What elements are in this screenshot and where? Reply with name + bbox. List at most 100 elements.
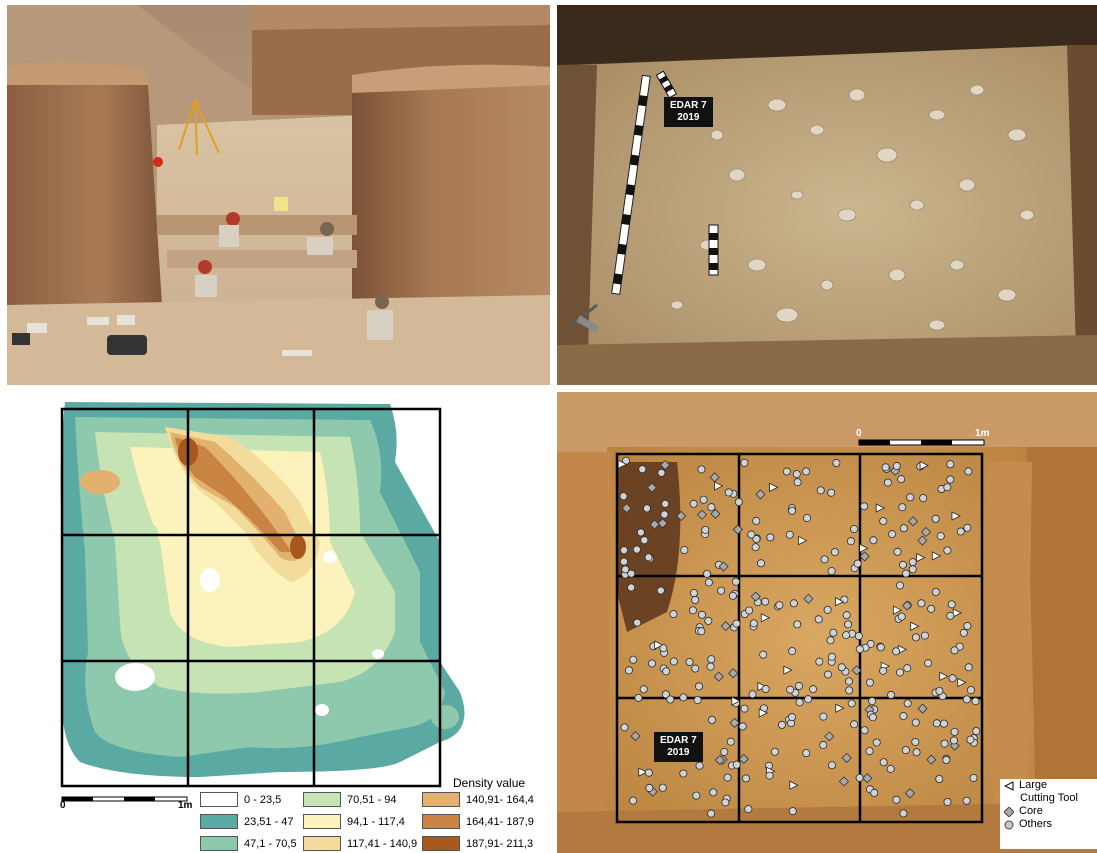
other-artifact-marker: [640, 536, 649, 545]
large-cutting-tool-marker: [939, 671, 949, 682]
other-artifact-marker: [660, 510, 669, 519]
core-marker: [851, 665, 862, 676]
other-artifact-marker: [761, 597, 770, 606]
other-artifact-marker: [748, 690, 757, 699]
core-marker: [920, 526, 932, 538]
other-artifact-marker: [950, 646, 959, 655]
excavation-surface-photo: EDAR 7 2019: [557, 5, 1097, 385]
other-artifact-marker: [679, 693, 688, 702]
artifact-plot-photo: 0 1m EDAR 7 2019: [557, 392, 1097, 853]
other-artifact-marker: [850, 720, 859, 729]
large-cutting-tool-marker: [758, 708, 769, 718]
other-artifact-marker: [847, 699, 856, 708]
other-artifact-marker: [720, 747, 729, 756]
artifact-legend: Large Cutting Tool Core Others: [1000, 779, 1097, 849]
core-marker: [660, 459, 671, 471]
other-artifact-marker: [629, 796, 638, 805]
other-artifact-marker: [788, 713, 797, 722]
other-artifact-marker: [935, 774, 944, 783]
legend-swatch: [422, 836, 460, 851]
core-marker: [904, 788, 916, 799]
other-artifact-marker: [786, 685, 795, 694]
other-artifact-marker: [908, 558, 917, 567]
legend-swatch: [303, 792, 341, 807]
other-artifact-marker: [966, 686, 975, 695]
other-artifact-marker: [901, 746, 910, 755]
other-artifact-marker: [830, 548, 839, 557]
density-class-3: [260, 710, 300, 734]
other-artifact-marker: [691, 595, 700, 604]
other-artifact-marker: [865, 678, 874, 687]
other-artifact-marker: [888, 530, 897, 539]
other-artifact-marker: [740, 704, 749, 713]
other-artifact-marker: [627, 569, 636, 578]
large-cutting-tool-marker: [919, 460, 929, 471]
legend-label: 0 - 23,5: [244, 793, 282, 806]
other-artifact-marker: [854, 632, 863, 641]
other-artifact-marker: [832, 459, 841, 468]
other-artifact-marker: [693, 696, 702, 705]
other-artifact-marker: [936, 532, 945, 541]
density-legend-item: 117,41 - 140,9: [303, 835, 417, 852]
other-artifact-marker: [731, 577, 740, 586]
other-artifact-marker: [883, 478, 892, 487]
other-artifact-marker: [669, 657, 678, 666]
artifact-scale-zero: 0: [856, 428, 862, 439]
other-artifact-marker: [741, 774, 750, 783]
diamond-icon: [1004, 806, 1014, 817]
large-cutting-tool-marker: [714, 481, 724, 491]
density-legend-title: Density value: [453, 776, 526, 790]
core-marker: [710, 508, 721, 519]
other-artifact-marker: [892, 647, 901, 656]
other-artifact-marker: [946, 611, 955, 620]
other-artifact-marker: [709, 788, 718, 797]
large-cutting-tool-marker: [789, 780, 799, 790]
other-artifact-marker: [919, 494, 928, 503]
legend-label: 164,41- 187,9: [466, 815, 534, 828]
other-artifact-marker: [704, 616, 713, 625]
other-artifact-marker: [971, 697, 980, 706]
other-artifact-marker: [956, 527, 965, 536]
other-artifact-marker: [860, 502, 869, 511]
density-class-1: [115, 663, 155, 691]
other-artifact-marker: [959, 628, 968, 637]
core-marker: [824, 731, 835, 742]
large-cutting-tool-marker: [835, 703, 845, 713]
density-class-1: [323, 551, 337, 563]
other-artifact-marker: [656, 586, 665, 595]
other-artifact-marker: [699, 495, 708, 504]
core-marker: [676, 510, 687, 521]
other-artifact-marker: [845, 677, 854, 686]
legend-label: 70,51 - 94: [347, 793, 397, 806]
other-artifact-marker: [902, 569, 911, 578]
other-artifact-marker: [897, 475, 906, 484]
other-artifact-marker: [896, 668, 905, 677]
other-artifact-marker: [644, 768, 653, 777]
other-artifact-marker: [850, 524, 859, 533]
other-artifact-marker: [860, 726, 869, 735]
artifact-scale-end: 1m: [975, 428, 990, 439]
other-artifact-marker: [691, 664, 700, 673]
other-artifact-marker: [669, 610, 678, 619]
other-artifact-marker: [644, 553, 653, 562]
other-artifact-marker: [804, 695, 813, 704]
large-cutting-tool-marker: [910, 621, 920, 631]
core-marker: [720, 620, 731, 632]
legend-swatch: [200, 792, 238, 807]
other-artifact-marker: [679, 769, 688, 778]
large-cutting-tool-marker: [798, 535, 808, 546]
core-marker: [729, 717, 740, 728]
other-artifact-marker: [809, 685, 818, 694]
large-cutting-tool-marker: [952, 608, 963, 618]
core-marker: [901, 600, 913, 611]
core-marker: [621, 503, 632, 514]
other-artifact-marker: [744, 805, 753, 814]
circle-icon: [1004, 820, 1014, 829]
other-artifact-marker: [815, 657, 824, 666]
other-artifact-marker: [924, 659, 933, 668]
other-artifact-marker: [759, 650, 768, 659]
core-marker: [838, 776, 849, 787]
other-artifact-marker: [782, 467, 791, 476]
large-cutting-tool-marker: [875, 503, 886, 513]
other-artifact-marker: [802, 749, 811, 758]
